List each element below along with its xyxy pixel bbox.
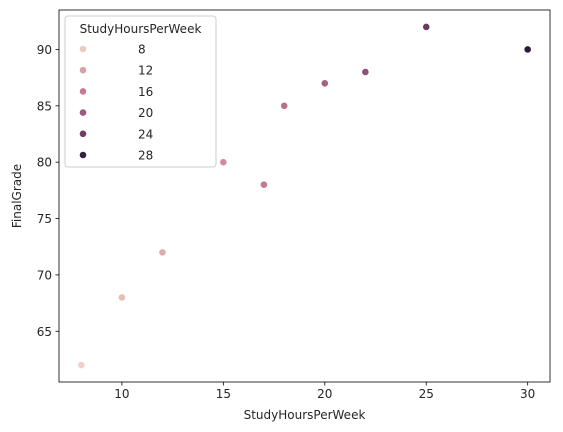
- legend-label: 8: [138, 43, 146, 57]
- data-point: [320, 79, 329, 88]
- legend-marker: [79, 129, 87, 138]
- legend-label: 24: [138, 127, 153, 141]
- legend-marker: [79, 45, 87, 53]
- x-tick-label: 20: [317, 387, 332, 401]
- legend: StudyHoursPerWeek 8 12 16 20 24 28: [64, 15, 217, 168]
- plot-frame: [58, 9, 551, 383]
- y-tick-label: 70: [37, 268, 52, 282]
- data-point: [219, 158, 228, 167]
- legend-title: StudyHoursPerWeek: [80, 22, 202, 36]
- data-point: [280, 101, 289, 110]
- data-point: [422, 23, 431, 31]
- legend-entries: 8 12 16 20 24 28: [79, 43, 153, 163]
- y-tick-label: 90: [37, 43, 52, 57]
- x-tick-label: 25: [419, 387, 434, 401]
- y-axis: 65 70 75 80 85 90: [37, 43, 59, 339]
- legend-label: 16: [138, 85, 153, 99]
- data-point: [158, 248, 167, 257]
- y-tick-label: 75: [37, 212, 52, 226]
- y-axis-label: FinalGrade: [10, 164, 24, 228]
- y-tick-label: 85: [37, 99, 52, 113]
- y-tick-label: 65: [37, 325, 52, 339]
- data-point: [361, 68, 370, 76]
- legend-label: 20: [138, 106, 153, 120]
- data-point: [260, 180, 268, 189]
- x-tick-label: 15: [216, 387, 231, 401]
- legend-marker: [79, 151, 87, 159]
- legend-marker: [79, 108, 87, 117]
- y-tick-label: 80: [37, 156, 52, 170]
- legend-label: 28: [138, 149, 153, 163]
- legend-label: 12: [138, 64, 153, 78]
- x-axis: 10 15 20 25 30: [114, 382, 535, 401]
- legend-marker: [79, 66, 87, 75]
- data-point: [523, 45, 532, 54]
- legend-frame: [64, 15, 217, 168]
- x-tick-label: 10: [114, 387, 129, 401]
- data-points: [77, 23, 532, 369]
- x-tick-label: 30: [520, 387, 535, 401]
- data-point: [77, 361, 86, 369]
- legend-marker: [79, 87, 87, 96]
- x-axis-label: StudyHoursPerWeek: [244, 408, 366, 422]
- data-point: [117, 293, 126, 302]
